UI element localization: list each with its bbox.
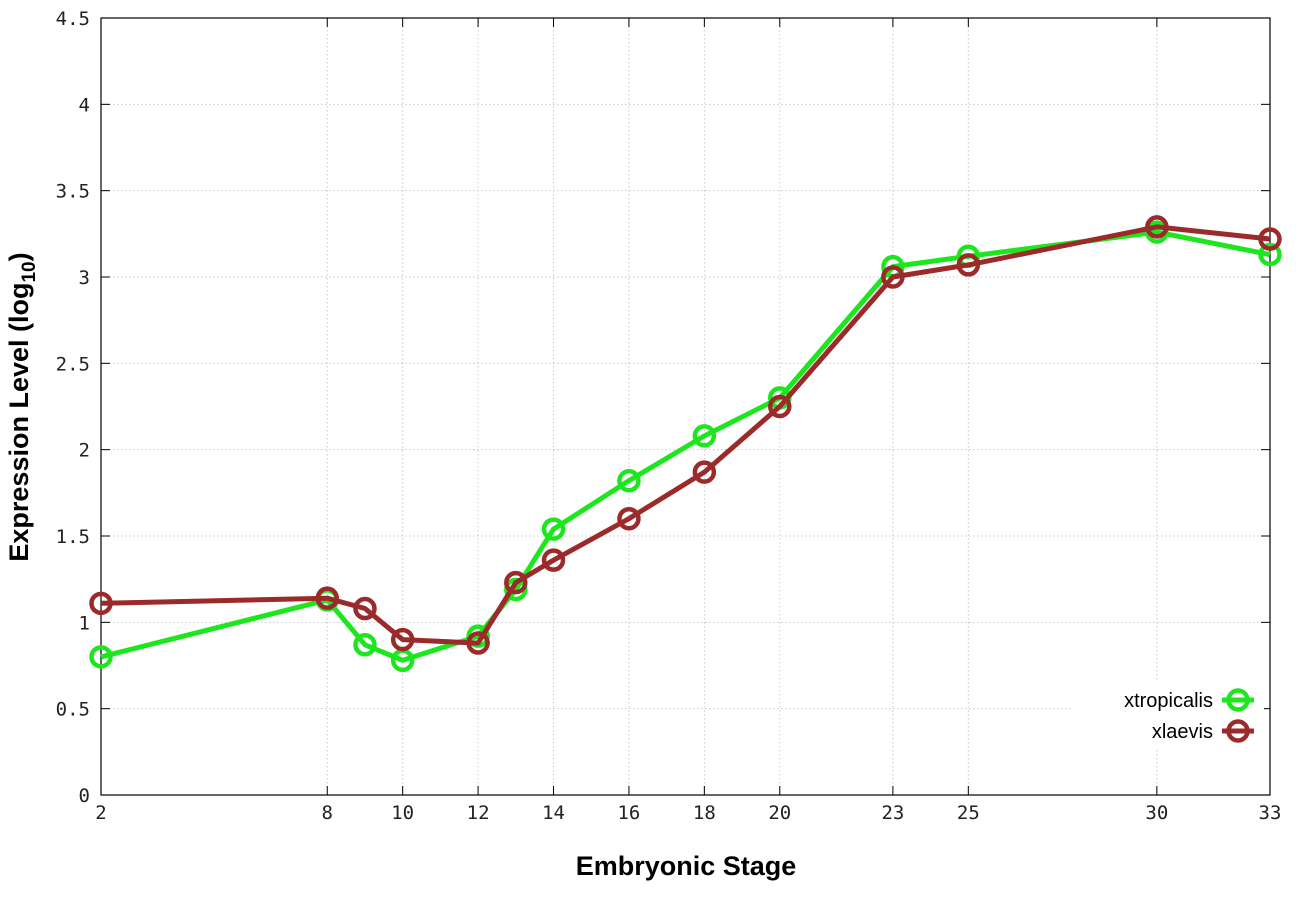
x-tick-label: 16 [617,802,640,824]
y-axis-title: Expression Level (log10) [4,252,40,561]
x-tick-label: 25 [957,802,980,824]
y-tick-label: 4.5 [56,8,90,30]
data-point-xlaevis [541,548,566,572]
data-point-xtropicalis [89,645,113,669]
axis-ticks: 0 0.5 1 1.5 2 2.5 3 3.5 4 4.5 2 8 10 12 14 16 18 20 23 25 30… [56,8,1282,824]
y-axis-title-close: ) [4,252,34,261]
y-tick-label: 1 [79,612,90,634]
x-tick-label: 30 [1145,802,1168,824]
x-tick-label: 8 [322,802,333,824]
x-axis-title: Embryonic Stage [576,851,797,881]
y-tick-label: 0.5 [56,699,90,721]
y-tick-label: 2.5 [56,353,90,375]
x-tick-label: 20 [768,802,791,824]
data-point-xlaevis [504,570,528,595]
legend-marker-xtropicalis [1226,688,1250,712]
data-point-xlaevis [353,596,377,621]
data-point-xlaevis [315,586,340,610]
legend: xtropicalis xlaevis [1072,680,1264,750]
legend-marker-xlaevis [1226,719,1250,743]
data-point-xtropicalis [617,468,641,493]
y-axis-title-main: Expression Level (log [4,283,34,562]
plot-frame [100,17,1271,796]
x-tick-label: 2 [95,802,106,824]
y-tick-label: 3 [79,267,90,289]
y-tick-label: 4 [79,94,90,116]
legend-label-xtropicalis: xtropicalis [1124,690,1213,712]
y-tick-label: 0 [79,785,90,807]
data-point-xlaevis [1145,215,1169,239]
data-point-xlaevis [89,591,113,616]
legend-label-xlaevis: xlaevis [1152,721,1213,743]
data-point-xlaevis [466,631,490,655]
data-point-xlaevis [390,627,415,652]
series-line-xlaevis [100,224,1271,646]
x-tick-label: 14 [542,802,565,824]
y-axis-title-subscript: 10 [19,261,40,282]
y-tick-label: 1.5 [56,526,90,548]
x-tick-label: 18 [693,802,716,824]
y-tick-label: 2 [79,440,90,462]
data-point-xlaevis [768,394,792,419]
series-lines [89,215,1282,673]
data-point-xlaevis [881,265,905,289]
data-point-xtropicalis [692,424,717,448]
data-point-xlaevis [692,460,717,484]
data-point-xtropicalis [353,633,377,657]
x-tick-label: 33 [1259,802,1282,824]
series-line-xtropicalis [100,229,1271,663]
x-tick-label: 12 [467,802,490,824]
y-tick-label: 3.5 [56,181,90,203]
x-tick-label: 23 [881,802,904,824]
data-point-xtropicalis [1258,242,1282,267]
data-point-xlaevis [617,506,641,531]
data-point-xlaevis [1258,227,1282,251]
x-tick-label: 10 [391,802,414,824]
data-point-xtropicalis [541,517,566,541]
data-point-xlaevis [956,253,981,277]
grid [101,18,1270,795]
